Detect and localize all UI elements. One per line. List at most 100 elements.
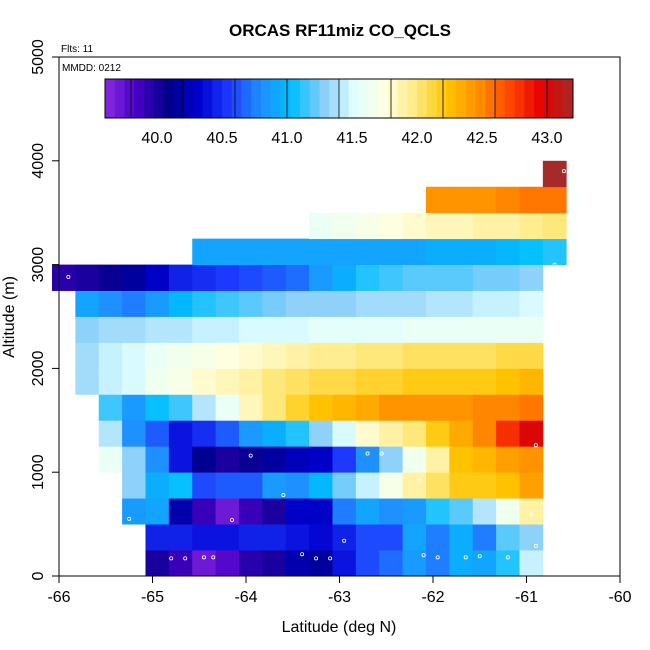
heatmap-cell	[215, 420, 240, 447]
heatmap-cell	[472, 186, 497, 214]
observation-point	[183, 556, 188, 561]
observation-point	[342, 538, 347, 543]
heatmap-cell	[168, 472, 193, 499]
heatmap-cell	[262, 290, 287, 317]
colorbar-segment	[270, 79, 281, 118]
colorbar-segment	[407, 79, 418, 118]
colorbar-segment	[456, 79, 467, 118]
heatmap-cell	[402, 342, 427, 369]
heatmap-cell	[332, 316, 357, 343]
heatmap-cell	[425, 472, 450, 499]
colorbar-segment	[280, 79, 291, 118]
observation-point	[169, 556, 174, 561]
heatmap-cell	[192, 316, 217, 343]
heatmap-cell	[472, 524, 497, 551]
heatmap-cell	[122, 420, 146, 447]
observation-point	[505, 555, 510, 560]
colorbar-segment	[114, 79, 125, 118]
heatmap-cell	[355, 238, 380, 265]
heatmap-cell	[496, 316, 520, 343]
heatmap-cell	[145, 550, 170, 577]
heatmap-cell	[542, 212, 567, 240]
colorbar-tick-label: 40.5	[206, 130, 237, 147]
heatmap-cell	[496, 498, 520, 525]
heatmap-cell	[402, 446, 427, 473]
heatmap-cell	[496, 394, 520, 421]
heatmap-cell	[519, 264, 544, 291]
heatmap-cell	[285, 394, 310, 421]
heatmap-cell	[332, 394, 357, 421]
heatmap-cell	[98, 290, 123, 317]
heatmap-cell	[402, 290, 427, 317]
heatmap-cell	[238, 394, 263, 421]
colorbar-segment	[261, 79, 272, 118]
heatmap-cell	[192, 290, 217, 317]
heatmap-cell	[285, 446, 310, 473]
observation-point	[229, 517, 234, 522]
colorbar-segment	[309, 79, 320, 118]
heatmap-cell	[332, 238, 357, 265]
heatmap-cell	[355, 498, 380, 525]
heatmap-cell	[262, 238, 287, 265]
heatmap-cell	[519, 524, 544, 551]
heatmap-cell	[449, 186, 474, 214]
heatmap-cell	[355, 420, 380, 447]
colorbar-segment	[417, 79, 428, 118]
heatmap-cell	[192, 498, 217, 525]
observation-point	[379, 451, 384, 456]
heatmap-cell	[285, 420, 310, 447]
heatmap-cell	[449, 342, 474, 369]
observation-point	[463, 555, 468, 560]
colorbar-segment	[231, 79, 242, 118]
heatmap-cell	[425, 550, 450, 577]
heatmap-cell	[425, 186, 450, 214]
colorbar-tick-label: 41.0	[271, 130, 302, 147]
heatmap-cell	[192, 238, 217, 265]
heatmap-cell	[379, 550, 404, 577]
colorbar-segment	[339, 79, 350, 118]
heatmap-cell	[145, 342, 170, 369]
heatmap-cell	[496, 186, 520, 214]
heatmap-cell	[238, 316, 263, 343]
observation-point	[435, 555, 440, 560]
heatmap-cell	[215, 342, 240, 369]
colorbar-segment	[387, 79, 398, 118]
observation-point	[533, 443, 538, 448]
heatmap-cell	[519, 212, 544, 240]
heatmap-cell	[449, 212, 474, 240]
colorbar-segment	[504, 79, 515, 118]
heatmap-cell	[238, 368, 263, 395]
observation-point	[281, 493, 286, 498]
x-axis: -66 -65 -64 -63 -62 -61 -60	[47, 576, 632, 606]
heatmap-cell	[309, 472, 333, 499]
heatmap-cell	[355, 342, 380, 369]
colorbar-segment	[134, 79, 145, 118]
heatmap-cell	[425, 524, 450, 551]
heatmap-cell	[496, 420, 520, 447]
observation-point	[314, 556, 319, 561]
heatmap-cell	[355, 368, 380, 395]
heatmap-cell	[98, 264, 123, 291]
heatmap-cell	[449, 290, 474, 317]
colorbar-segment	[524, 79, 535, 118]
heatmap-cell	[145, 394, 170, 421]
heatmap-cell	[425, 342, 450, 369]
heatmap-cell	[75, 342, 100, 369]
observation-point	[211, 555, 216, 560]
observation-point	[248, 453, 253, 458]
heatmap-cell	[449, 368, 474, 395]
heatmap-cell	[98, 368, 123, 395]
chart-title: ORCAS RF11miz CO_QCLS	[229, 21, 451, 40]
colorbar-segment	[514, 79, 525, 118]
heatmap-cell	[379, 264, 404, 291]
heatmap-cell	[519, 472, 544, 499]
colorbar-segment	[124, 79, 135, 118]
heatmap-cell	[472, 472, 497, 499]
observation-points	[66, 169, 566, 561]
heatmap-cell	[238, 342, 263, 369]
heatmap-cell	[425, 290, 450, 317]
heatmap-cell	[355, 394, 380, 421]
colorbar-segment	[163, 79, 174, 118]
colorbar-segment	[475, 79, 486, 118]
colorbar-segment	[485, 79, 496, 118]
